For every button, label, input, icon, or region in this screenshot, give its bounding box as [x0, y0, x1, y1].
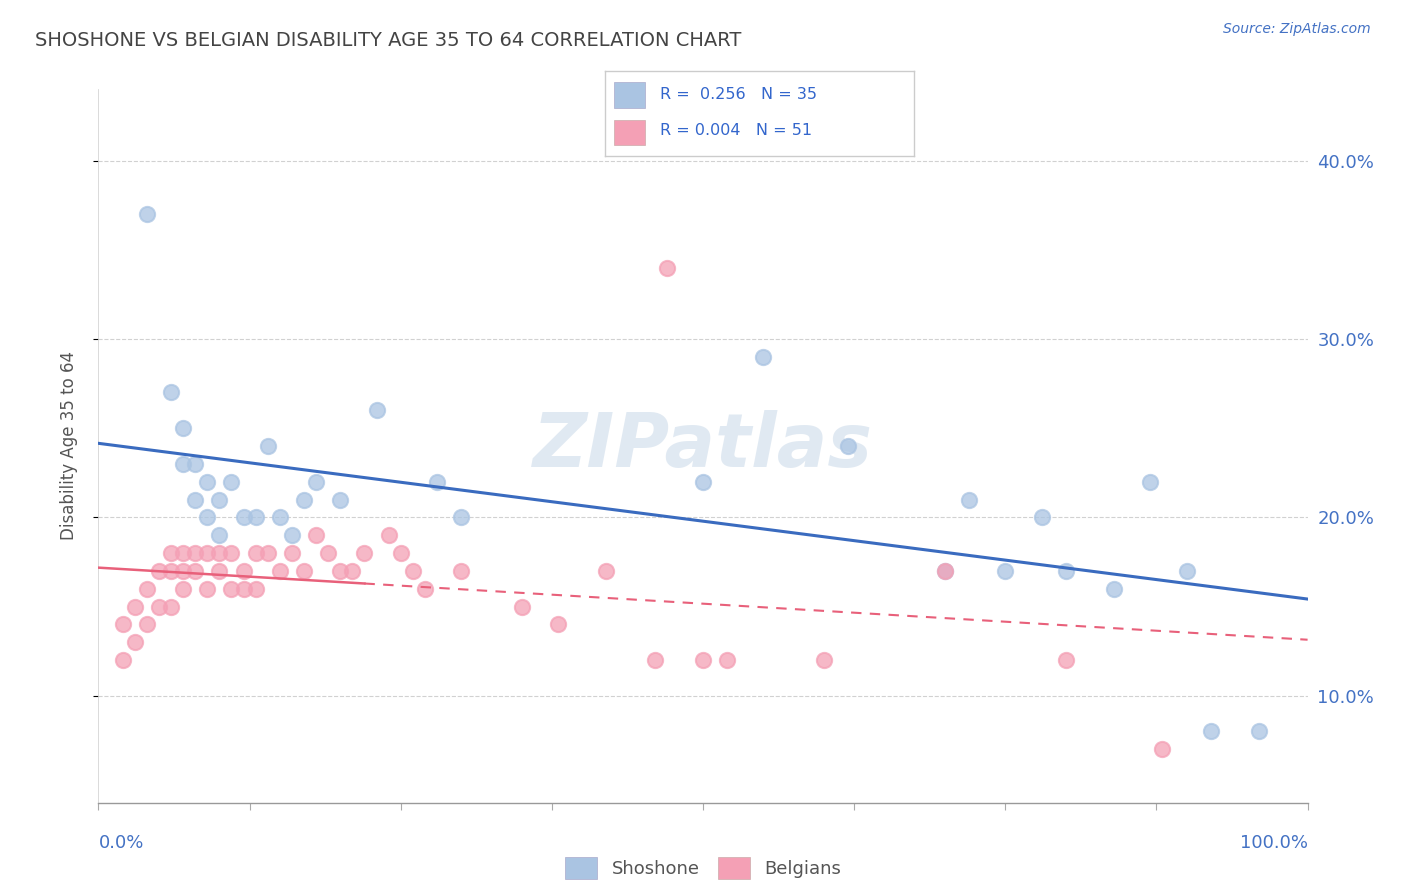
Point	[305, 475, 328, 489]
Point	[195, 475, 218, 489]
Point	[135, 617, 157, 632]
Point	[172, 546, 194, 560]
Point	[111, 617, 134, 632]
Point	[1175, 564, 1198, 578]
Point	[366, 403, 388, 417]
Point	[316, 546, 339, 560]
Point	[281, 546, 304, 560]
Point	[1249, 724, 1271, 739]
Text: ZIPatlas: ZIPatlas	[533, 409, 873, 483]
Point	[402, 564, 425, 578]
Point	[148, 564, 170, 578]
Point	[221, 546, 243, 560]
Point	[994, 564, 1017, 578]
Legend: Shoshone, Belgians: Shoshone, Belgians	[557, 850, 849, 887]
Point	[172, 421, 194, 435]
Point	[595, 564, 617, 578]
Point	[1031, 510, 1053, 524]
Point	[426, 475, 449, 489]
Text: SHOSHONE VS BELGIAN DISABILITY AGE 35 TO 64 CORRELATION CHART: SHOSHONE VS BELGIAN DISABILITY AGE 35 TO…	[35, 31, 741, 50]
Point	[292, 492, 315, 507]
Point	[329, 492, 352, 507]
Point	[135, 582, 157, 596]
Point	[195, 546, 218, 560]
Point	[389, 546, 412, 560]
Point	[305, 528, 328, 542]
Point	[1139, 475, 1161, 489]
Point	[195, 582, 218, 596]
Point	[450, 564, 472, 578]
Point	[692, 475, 714, 489]
Point	[221, 475, 243, 489]
Point	[208, 528, 231, 542]
Point	[208, 492, 231, 507]
Point	[184, 546, 207, 560]
Point	[644, 653, 666, 667]
Point	[256, 546, 278, 560]
Point	[135, 207, 157, 221]
FancyBboxPatch shape	[614, 82, 645, 108]
Point	[1199, 724, 1222, 739]
Text: R =  0.256   N = 35: R = 0.256 N = 35	[661, 87, 817, 103]
Point	[184, 492, 207, 507]
Point	[752, 350, 775, 364]
Point	[1102, 582, 1125, 596]
Point	[1054, 564, 1077, 578]
Point	[510, 599, 533, 614]
Point	[124, 599, 146, 614]
Point	[172, 582, 194, 596]
Point	[813, 653, 835, 667]
Point	[195, 510, 218, 524]
Point	[184, 564, 207, 578]
Point	[208, 546, 231, 560]
Point	[329, 564, 352, 578]
Point	[547, 617, 569, 632]
Point	[655, 260, 678, 275]
Point	[172, 457, 194, 471]
Point	[450, 510, 472, 524]
Point	[1054, 653, 1077, 667]
Point	[1152, 742, 1174, 756]
Point	[184, 457, 207, 471]
Text: Source: ZipAtlas.com: Source: ZipAtlas.com	[1223, 22, 1371, 37]
Point	[160, 564, 183, 578]
FancyBboxPatch shape	[614, 120, 645, 145]
Point	[692, 653, 714, 667]
Point	[148, 599, 170, 614]
Point	[245, 582, 267, 596]
Point	[413, 582, 436, 596]
Point	[111, 653, 134, 667]
Point	[281, 528, 304, 542]
Point	[245, 510, 267, 524]
Point	[342, 564, 364, 578]
Point	[292, 564, 315, 578]
Point	[232, 510, 254, 524]
Point	[934, 564, 956, 578]
Point	[934, 564, 956, 578]
Point	[172, 564, 194, 578]
Point	[160, 546, 183, 560]
Text: 100.0%: 100.0%	[1240, 834, 1308, 852]
Text: R = 0.004   N = 51: R = 0.004 N = 51	[661, 123, 813, 138]
Point	[837, 439, 859, 453]
Point	[221, 582, 243, 596]
Point	[124, 635, 146, 649]
Text: 0.0%: 0.0%	[98, 834, 143, 852]
Point	[353, 546, 375, 560]
Point	[160, 385, 183, 400]
Point	[377, 528, 399, 542]
Point	[232, 582, 254, 596]
Point	[957, 492, 980, 507]
Point	[232, 564, 254, 578]
Point	[245, 546, 267, 560]
Point	[716, 653, 738, 667]
Point	[208, 564, 231, 578]
Point	[269, 564, 291, 578]
Point	[160, 599, 183, 614]
Point	[256, 439, 278, 453]
Point	[269, 510, 291, 524]
Y-axis label: Disability Age 35 to 64: Disability Age 35 to 64	[59, 351, 77, 541]
